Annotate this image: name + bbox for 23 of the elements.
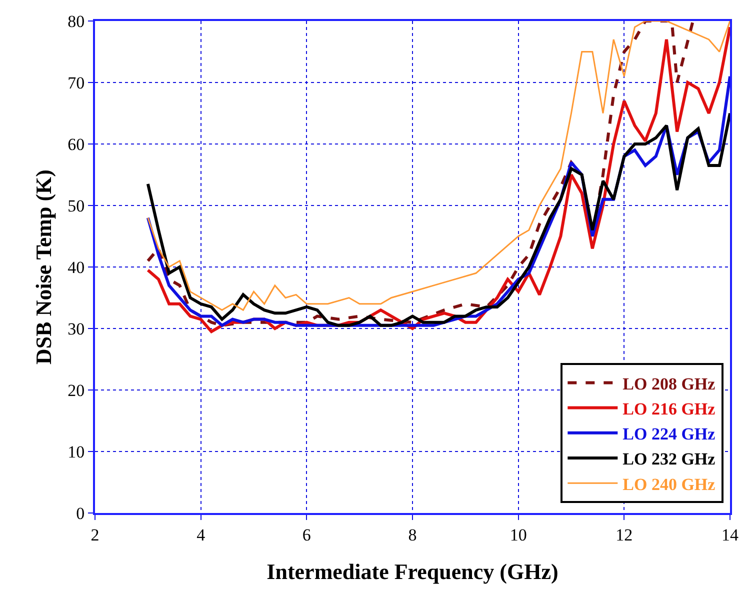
- x-tick-label: 12: [616, 525, 633, 544]
- legend-label: LO 216 GHz: [622, 399, 716, 418]
- legend-label: LO 232 GHz: [622, 450, 716, 469]
- legend-label: LO 224 GHz: [622, 424, 716, 444]
- y-tick-label: 80: [68, 12, 85, 31]
- x-tick-label: 4: [196, 525, 206, 544]
- x-tick-label: 6: [302, 525, 311, 544]
- y-tick-label: 30: [68, 319, 85, 338]
- y-tick-label: 20: [68, 380, 85, 400]
- x-tick-label: 8: [408, 525, 417, 544]
- y-tick-label: 10: [68, 442, 85, 462]
- y-axis-title: DSB Noise Temp (K): [30, 170, 56, 364]
- x-tick-label: 14: [722, 525, 739, 544]
- y-tick-label: 50: [68, 196, 85, 216]
- legend-label: LO 240 GHz: [622, 474, 716, 494]
- y-tick-label: 0: [76, 504, 85, 523]
- y-tick-label: 40: [68, 258, 85, 277]
- x-tick-label: 2: [90, 525, 100, 544]
- y-tick-label: 60: [68, 134, 85, 154]
- x-tick-label: 10: [510, 525, 527, 544]
- legend-label: LO 208 GHz: [622, 374, 716, 394]
- y-tick-label: 70: [68, 73, 85, 92]
- x-axis-title: Intermediate Frequency (GHz): [266, 558, 558, 584]
